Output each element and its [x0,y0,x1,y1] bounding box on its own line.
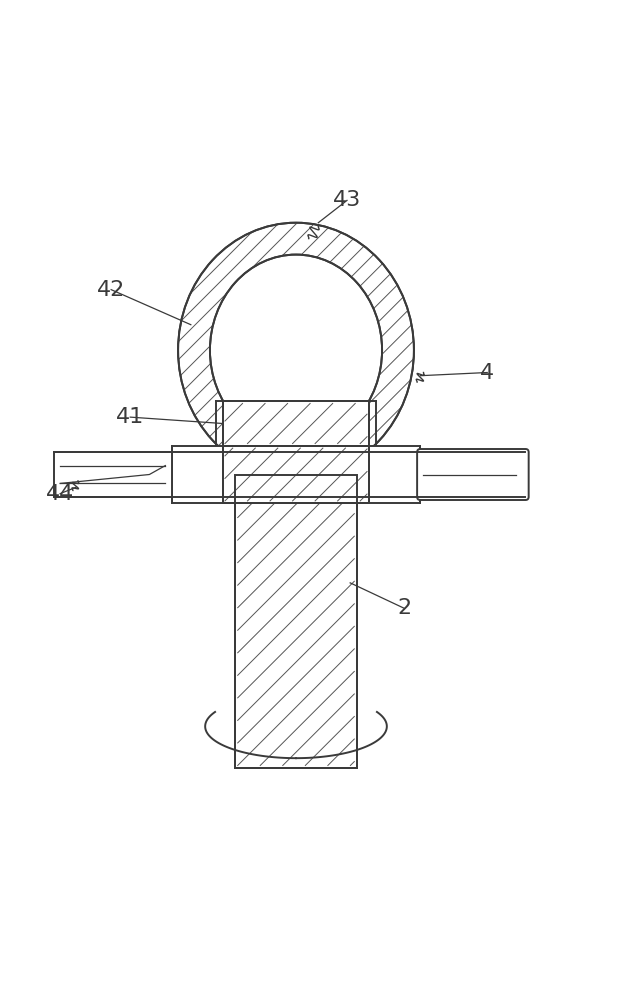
Text: 42: 42 [97,280,125,300]
Bar [235,475,357,768]
Bar [235,475,357,768]
Bar [369,446,421,503]
Bar [222,446,369,503]
Text: 43: 43 [333,190,361,210]
Ellipse shape [178,223,414,478]
Bar [222,401,369,446]
Text: 41: 41 [116,407,145,427]
Bar [172,446,222,503]
Text: 2: 2 [397,598,412,618]
Text: 4: 4 [480,363,494,383]
Bar [222,401,369,446]
Text: 44: 44 [46,484,75,504]
FancyBboxPatch shape [417,449,529,500]
Ellipse shape [210,255,382,446]
Bar [222,446,369,503]
Bar [54,452,172,497]
